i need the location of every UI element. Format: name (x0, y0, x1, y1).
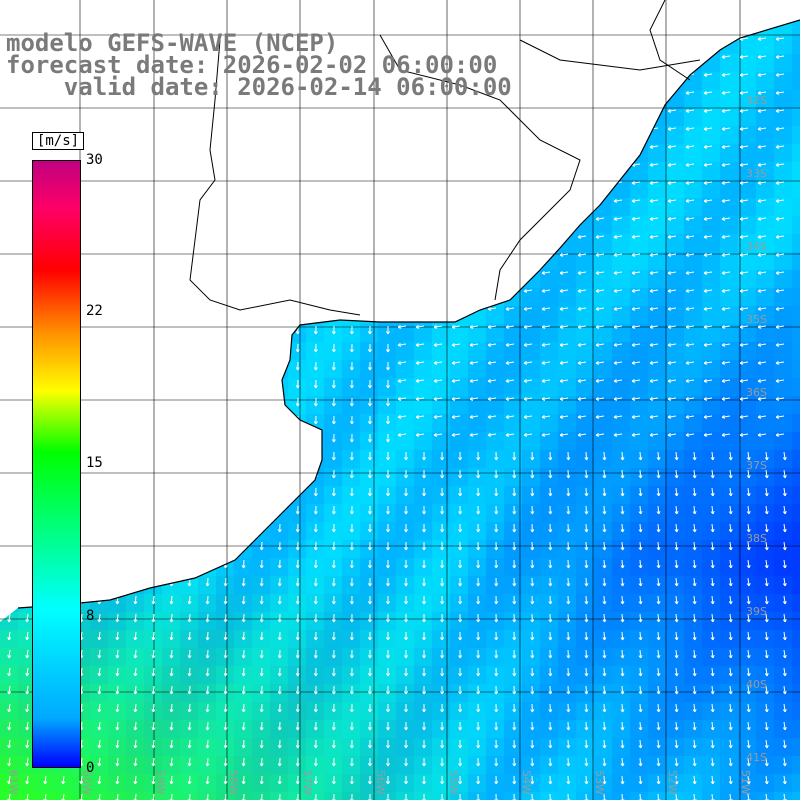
lat-label-39S: 39S (746, 605, 767, 618)
lon-label-54W: 54W (520, 770, 533, 795)
colorbar-unit: [m/s] (32, 132, 84, 150)
lat-label-33S: 33S (746, 167, 767, 180)
lat-label-40S: 40S (746, 678, 767, 691)
colorbar-tick-30: 30 (86, 152, 103, 168)
forecast-date: forecast date: 2026-02-02 06:00:00 (6, 51, 498, 79)
model-title: modelo GEFS-WAVE (NCEP) (6, 29, 339, 57)
lon-label-60W: 60W (80, 770, 93, 795)
colorbar (32, 160, 81, 768)
colorbar-tick-22: 22 (86, 303, 103, 319)
lat-label-38S: 38S (746, 532, 767, 545)
colorbar-tick-0: 0 (86, 760, 95, 776)
lat-label-36S: 36S (746, 386, 767, 399)
lon-label-52W: 52W (666, 770, 679, 795)
valid-date: valid date: 2026-02-14 06:00:00 (6, 73, 512, 101)
lat-label-32S: 32S (746, 94, 767, 107)
lat-label-41S: 41S (746, 751, 767, 764)
lon-label-55W: 55W (447, 770, 460, 795)
colorbar-tick-15: 15 (86, 455, 103, 471)
colorbar-tick-8: 8 (86, 608, 95, 624)
lat-label-37S: 37S (746, 459, 767, 472)
lon-label-61W: 61W (7, 770, 20, 795)
lon-label-59W: 59W (154, 770, 167, 795)
lon-label-58W: 58W (227, 770, 240, 795)
coastline (17, 19, 800, 609)
lon-label-51W: 51W (739, 770, 752, 795)
border-lines (189, 0, 701, 316)
lon-label-53W: 53W (593, 770, 606, 795)
lon-label-56W: 56W (374, 770, 387, 795)
lon-label-57W: 57W (301, 770, 314, 795)
lat-label-35S: 35S (746, 313, 767, 326)
lat-label-34S: 34S (746, 240, 767, 253)
